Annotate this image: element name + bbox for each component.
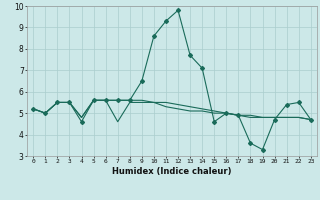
- X-axis label: Humidex (Indice chaleur): Humidex (Indice chaleur): [112, 167, 232, 176]
